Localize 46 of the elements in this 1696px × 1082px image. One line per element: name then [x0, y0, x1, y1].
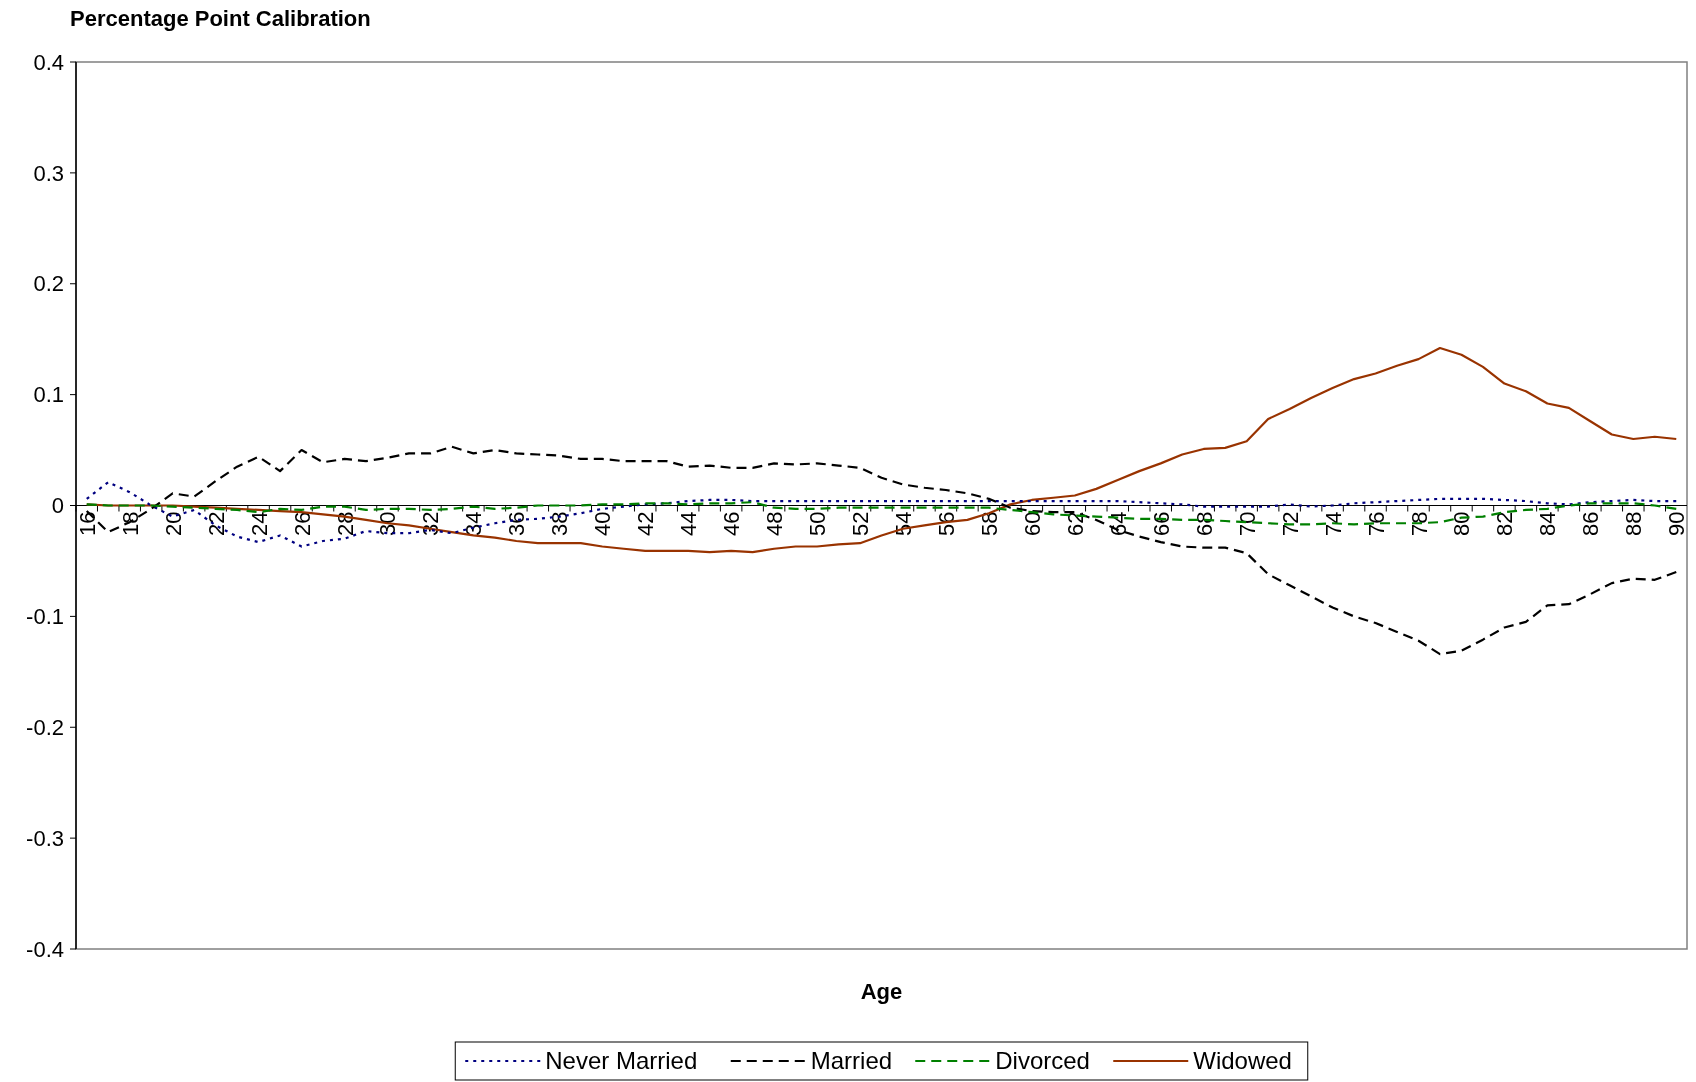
x-tick-label: 52 [848, 511, 874, 536]
x-tick-label: 58 [976, 511, 1002, 536]
y-tick-label: 0.2 [33, 271, 64, 297]
x-tick-label: 24 [246, 511, 272, 536]
x-tick-label: 46 [719, 511, 745, 536]
y-tick-label: -0.3 [26, 825, 64, 851]
x-tick-label: 38 [547, 511, 573, 536]
x-tick-label: 50 [805, 511, 831, 536]
x-tick-label: 82 [1492, 511, 1518, 536]
legend-label: Never Married [545, 1047, 698, 1075]
x-tick-label: 20 [160, 511, 186, 536]
x-tick-label: 76 [1363, 511, 1389, 536]
x-tick-label: 84 [1535, 511, 1561, 536]
x-tick-label: 30 [375, 511, 401, 536]
x-tick-label: 90 [1664, 511, 1690, 536]
x-tick-label: 16 [74, 511, 100, 536]
x-tick-label: 88 [1621, 511, 1647, 536]
legend-label: Married [810, 1047, 893, 1075]
x-tick-label: 26 [289, 511, 315, 536]
x-tick-label: 48 [762, 511, 788, 536]
y-tick-label: 0 [51, 493, 64, 519]
y-tick-label: -0.2 [26, 714, 64, 740]
y-tick-label: 0.3 [33, 160, 64, 186]
y-tick-label: 0.4 [33, 49, 64, 75]
x-tick-label: 66 [1148, 511, 1174, 536]
legend-label: Widowed [1193, 1047, 1292, 1075]
x-tick-label: 78 [1406, 511, 1432, 536]
x-tick-label: 80 [1449, 511, 1475, 536]
x-tick-label: 44 [676, 511, 702, 536]
y-tick-label: -0.1 [26, 604, 64, 630]
x-tick-label: 40 [590, 511, 616, 536]
x-tick-label: 74 [1320, 511, 1346, 536]
x-axis-title: Age [860, 979, 903, 1004]
x-tick-label: 36 [504, 511, 530, 536]
x-tick-label: 18 [117, 511, 143, 536]
x-tick-label: 34 [461, 511, 487, 536]
legend-label: Divorced [995, 1047, 1090, 1075]
y-tick-label: 0.1 [33, 382, 64, 408]
x-tick-label: 68 [1191, 511, 1217, 536]
x-tick-label: 86 [1578, 511, 1604, 536]
x-tick-label: 22 [203, 511, 229, 536]
y-tick-label: -0.4 [26, 936, 64, 962]
x-tick-label: 72 [1277, 511, 1303, 536]
x-tick-label: 42 [633, 511, 659, 536]
chart-title: Percentage Point Calibration [70, 6, 371, 31]
x-tick-label: 60 [1019, 511, 1045, 536]
